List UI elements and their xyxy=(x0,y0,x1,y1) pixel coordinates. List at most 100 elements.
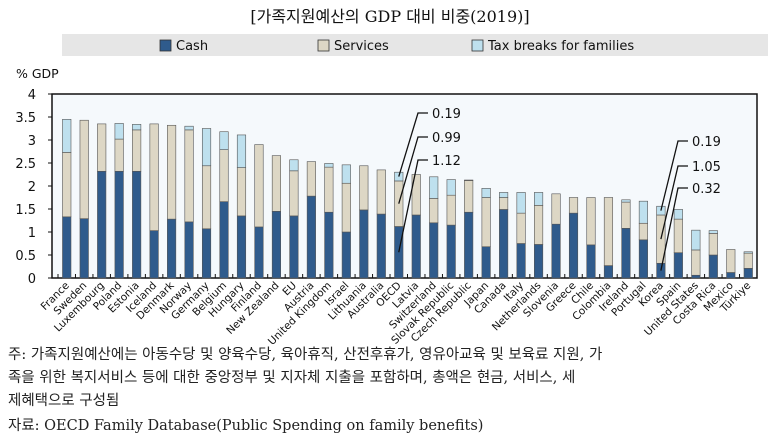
bar-tax-breaks-for-families xyxy=(184,125,194,131)
bar-services xyxy=(132,129,142,172)
bar-services xyxy=(62,152,72,218)
bar-tax-breaks-for-families xyxy=(673,209,683,220)
bar-tax-breaks-for-families xyxy=(132,124,142,131)
bar-cash xyxy=(481,246,491,279)
y-tick-label: 3 xyxy=(28,134,36,149)
bar-services xyxy=(289,170,299,217)
bar-services xyxy=(149,123,159,231)
bar-services xyxy=(236,167,247,217)
bar-services xyxy=(568,197,579,214)
bar-services xyxy=(254,144,264,228)
bar-tax-breaks-for-families xyxy=(219,131,229,150)
bar-services xyxy=(271,155,281,212)
annotation-label: 0.32 xyxy=(692,182,721,197)
bar-cash xyxy=(167,218,177,279)
bar-tax-breaks-for-families xyxy=(621,199,631,203)
bar-tax-breaks-for-families xyxy=(638,200,648,224)
bar-services xyxy=(551,193,561,225)
bar-services xyxy=(376,169,386,215)
bar-services xyxy=(219,149,229,202)
bar-cash xyxy=(254,226,264,279)
bar-services xyxy=(79,119,89,219)
bar-cash xyxy=(341,231,351,279)
bar-cash xyxy=(429,222,439,279)
annotation-label: 0.99 xyxy=(432,131,461,146)
bar-services xyxy=(621,201,631,229)
source-note: 자료: OECD Family Database(Public Spending… xyxy=(8,418,484,434)
bar-services xyxy=(411,174,421,216)
annotation-label: 0.19 xyxy=(432,107,461,122)
bar-services xyxy=(97,123,107,172)
bar-tax-breaks-for-families xyxy=(656,205,666,216)
y-tick-label: 1 xyxy=(28,226,36,241)
bar-cash xyxy=(376,213,386,279)
bar-cash xyxy=(149,230,159,279)
bar-tax-breaks-for-families xyxy=(481,188,491,198)
annotation-leader xyxy=(398,112,428,177)
bar-tax-breaks-for-families xyxy=(201,128,212,167)
annotation-leader xyxy=(660,187,688,271)
legend-swatch-0 xyxy=(159,39,172,52)
bar-cash xyxy=(568,212,579,279)
bar-tax-breaks-for-families xyxy=(534,192,544,206)
annotation-label: 1.05 xyxy=(692,160,721,175)
y-tick-label: 0 xyxy=(28,272,36,287)
annotation-leader xyxy=(398,136,428,204)
bar-cash xyxy=(271,211,281,279)
y-tick-label: 4 xyxy=(28,88,36,103)
bar-services xyxy=(726,249,736,273)
bar-cash xyxy=(184,221,194,279)
annotation-leader xyxy=(660,165,688,240)
bar-services xyxy=(429,198,439,224)
bar-services xyxy=(586,197,596,246)
bar-cash xyxy=(132,170,142,279)
bar-cash xyxy=(586,244,596,279)
legend-swatch-1 xyxy=(317,39,330,52)
chart-title: [가족지원예산의 GDP 대비 비중(2019)] xyxy=(250,7,529,26)
bar-services xyxy=(306,161,316,197)
bar-services xyxy=(464,180,474,213)
bar-services xyxy=(499,197,509,210)
bar-cash xyxy=(516,243,526,279)
bar-cash xyxy=(551,223,561,279)
y-tick-label: 3.5 xyxy=(15,111,36,126)
annotation-leader xyxy=(398,159,428,253)
legend-band xyxy=(62,34,768,56)
y-tick-label: 2 xyxy=(28,180,36,195)
bar-cash xyxy=(621,228,631,279)
bar-cash xyxy=(446,224,456,279)
bar-cash xyxy=(708,254,718,279)
bar-services xyxy=(341,182,351,233)
bar-services xyxy=(481,197,491,248)
bar-services xyxy=(638,222,648,241)
bar-services xyxy=(446,194,456,226)
bar-cash xyxy=(499,209,509,279)
bar-cash xyxy=(289,215,299,279)
bar-services xyxy=(708,233,718,256)
bar-cash xyxy=(743,268,753,279)
bar-cash xyxy=(673,252,683,279)
bar-services xyxy=(691,249,701,276)
bar-cash xyxy=(638,239,648,279)
bar-cash xyxy=(97,170,107,279)
bar-services xyxy=(167,124,177,220)
bar-tax-breaks-for-families xyxy=(516,192,526,214)
bar-cash xyxy=(691,274,701,279)
legend-swatch-2 xyxy=(471,39,484,52)
bar-cash xyxy=(411,214,421,279)
bar-services xyxy=(603,197,614,266)
bar-cash xyxy=(534,244,544,279)
annotation-leader xyxy=(660,140,688,211)
bar-cash xyxy=(359,209,369,279)
bar-tax-breaks-for-families xyxy=(499,192,509,198)
bar-services xyxy=(534,205,544,245)
bar-services xyxy=(201,165,212,230)
y-tick-label: 0.5 xyxy=(15,249,36,264)
bar-services xyxy=(516,212,526,244)
bar-services xyxy=(673,218,683,253)
bar-services xyxy=(114,138,124,172)
bar-cash xyxy=(114,170,124,279)
bar-cash xyxy=(726,272,736,279)
